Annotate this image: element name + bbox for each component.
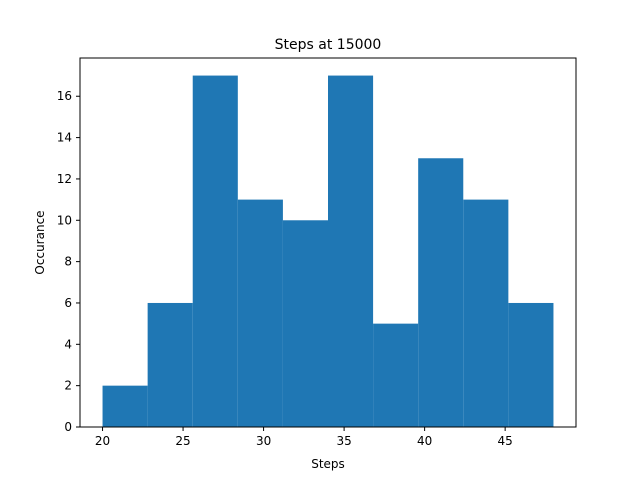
histogram-bar <box>192 75 238 428</box>
x-ticks-group: 20 25 30 35 40 45 <box>95 427 513 448</box>
y-tick-label: 10 <box>57 213 72 227</box>
x-tick-label: 20 <box>95 434 110 448</box>
histogram-bar <box>282 220 328 427</box>
histogram-bar <box>237 199 283 427</box>
y-tick-label: 4 <box>64 337 72 351</box>
histogram-bar <box>328 75 374 428</box>
y-ticks-group: 0 2 4 6 8 10 12 14 16 <box>57 89 80 434</box>
y-tick-label: 12 <box>57 172 72 186</box>
histogram-bar <box>147 302 193 427</box>
x-tick-label: 40 <box>417 434 432 448</box>
y-tick-label: 16 <box>57 89 72 103</box>
y-tick-label: 8 <box>64 255 72 269</box>
histogram-bar <box>373 323 419 427</box>
bars-group <box>102 75 554 428</box>
chart-title: Steps at 15000 <box>275 37 382 53</box>
y-tick-label: 0 <box>64 420 72 434</box>
plot-frame <box>79 57 577 428</box>
x-tick-label: 35 <box>336 434 351 448</box>
y-axis-label: Occurance <box>33 210 47 274</box>
x-tick-label: 45 <box>498 434 513 448</box>
x-axis-label: Steps <box>311 457 345 471</box>
x-tick-label: 30 <box>256 434 271 448</box>
y-tick-label: 2 <box>64 379 72 393</box>
histogram-bar <box>463 199 509 427</box>
histogram-bar <box>508 302 554 427</box>
histogram-bar <box>102 385 148 427</box>
histogram-bar <box>418 158 464 427</box>
x-tick-label: 25 <box>175 434 190 448</box>
y-tick-label: 6 <box>64 296 72 310</box>
y-tick-label: 14 <box>57 131 72 145</box>
